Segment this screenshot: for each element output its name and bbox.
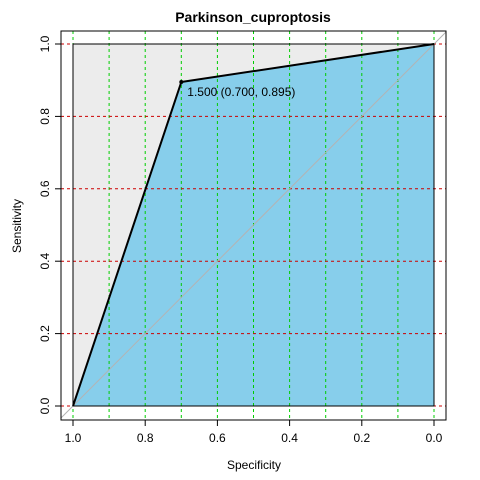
x-tick-label: 0.6 [209, 431, 226, 445]
plot-frame [60, 30, 447, 421]
y-tick-label: 0.2 [38, 325, 52, 342]
x-tick-label: 0.8 [137, 431, 154, 445]
best-threshold-point [179, 80, 184, 85]
x-tick-label: 0.0 [426, 431, 443, 445]
chart-title: Parkinson_cuproptosis [175, 9, 331, 25]
y-tick-label: 1.0 [38, 35, 52, 52]
y-tick-label: 0.0 [38, 397, 52, 414]
y-tick-label: 0.4 [38, 253, 52, 270]
y-axis-label: Sensitivity [10, 199, 24, 253]
best-threshold-label: 1.500 (0.700, 0.895) [187, 85, 295, 99]
frame-layer [60, 30, 447, 421]
reference-layer [60, 31, 447, 419]
reference-diagonal-line [60, 31, 447, 419]
y-tick-label: 0.6 [38, 180, 52, 197]
curve-layer [72, 43, 435, 407]
x-tick-label: 0.4 [281, 431, 298, 445]
x-tick-label: 0.2 [353, 431, 370, 445]
x-tick-label: 1.0 [65, 431, 82, 445]
y-tick-label: 0.8 [38, 108, 52, 125]
data-box-outline [72, 43, 435, 407]
ticks-layer: 1.0 0.8 0.6 0.4 0.2 0.0 0.0 0.2 0.4 0.6 0.8 1.0 [38, 35, 443, 445]
x-axis-label: Specificity [227, 458, 281, 472]
